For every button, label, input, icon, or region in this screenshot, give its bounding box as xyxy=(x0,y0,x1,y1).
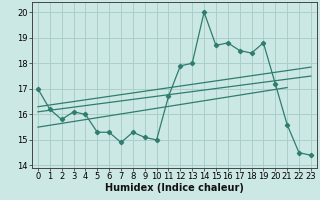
X-axis label: Humidex (Indice chaleur): Humidex (Indice chaleur) xyxy=(105,183,244,193)
